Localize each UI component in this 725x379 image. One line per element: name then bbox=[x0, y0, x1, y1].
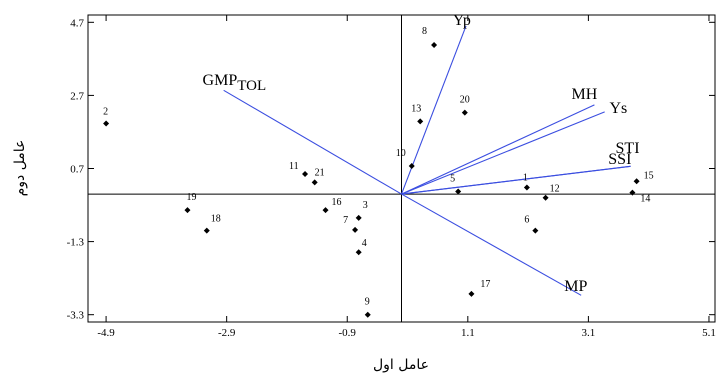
vector-label: MH bbox=[572, 86, 598, 103]
point-label: 20 bbox=[460, 95, 470, 106]
vector-label: Yp bbox=[453, 12, 471, 29]
point-label: 6 bbox=[524, 215, 529, 226]
data-point bbox=[408, 162, 415, 169]
y-axis-title: عامل دوم bbox=[12, 140, 28, 197]
vector-label-text: GMP bbox=[203, 72, 238, 89]
point-label: 3 bbox=[363, 200, 368, 211]
vector-line bbox=[401, 104, 595, 195]
data-point bbox=[355, 249, 362, 256]
data-point bbox=[633, 178, 640, 185]
data-point bbox=[468, 290, 475, 297]
point-label: 14 bbox=[640, 194, 650, 205]
vector-label: STI bbox=[616, 140, 640, 157]
point-label: 9 bbox=[365, 297, 370, 308]
x-tick-label: -4.9 bbox=[97, 327, 115, 339]
data-point bbox=[364, 311, 371, 318]
data-point bbox=[431, 41, 438, 48]
vector-label-text: Ys bbox=[609, 100, 627, 117]
vector-label: MP bbox=[564, 278, 587, 295]
data-point bbox=[455, 188, 462, 195]
origin-axes bbox=[88, 15, 715, 322]
data-point bbox=[523, 184, 530, 191]
point-label: 2 bbox=[103, 107, 108, 118]
vector-label: SSI bbox=[608, 151, 631, 168]
data-point bbox=[532, 227, 539, 234]
y-tick-label: 4.7 bbox=[70, 17, 84, 29]
vector-label: Ys bbox=[609, 100, 627, 117]
vector-label-text: MH bbox=[572, 86, 598, 103]
point-label: 13 bbox=[411, 103, 421, 114]
x-tick-label: 5.1 bbox=[702, 327, 716, 339]
data-point bbox=[461, 109, 468, 116]
vector-label: GMPTOL bbox=[203, 72, 267, 94]
point-label: 12 bbox=[550, 184, 560, 195]
point-label: 18 bbox=[211, 214, 221, 225]
vector-label-text: MP bbox=[564, 278, 587, 295]
y-tick-label: -1.3 bbox=[67, 237, 85, 249]
y-tick-label: -3.3 bbox=[67, 310, 85, 322]
point-label: 19 bbox=[186, 192, 196, 203]
point-label: 8 bbox=[422, 26, 427, 37]
vector-label-text: SSI bbox=[608, 151, 631, 168]
vector-line bbox=[401, 165, 631, 195]
data-point bbox=[322, 207, 329, 214]
data-point bbox=[103, 120, 110, 127]
point-label: 11 bbox=[289, 161, 299, 172]
point-label: 7 bbox=[343, 215, 348, 226]
point-label: 10 bbox=[396, 148, 406, 159]
vector-line bbox=[401, 111, 605, 195]
point-label: 1 bbox=[523, 173, 528, 184]
vector-label-subscript: TOL bbox=[237, 78, 266, 94]
y-tick-label: 2.7 bbox=[70, 90, 84, 102]
point-label: 4 bbox=[362, 238, 367, 249]
axis-ticks: -4.9 -2.9 -0.9 1.1 3.1 5.1 4.7 2.7 0.7 -1.3 -3.3 bbox=[67, 15, 716, 339]
data-point bbox=[184, 207, 191, 214]
point-label: 17 bbox=[480, 279, 490, 290]
data-point bbox=[352, 226, 359, 233]
x-tick-label: 1.1 bbox=[461, 327, 475, 339]
vector-label-text: STI bbox=[616, 140, 640, 157]
x-axis-title: عامل اول bbox=[373, 357, 429, 373]
x-tick-label: -2.9 bbox=[218, 327, 236, 339]
vector-line bbox=[223, 89, 402, 195]
vector-line bbox=[401, 193, 582, 296]
data-point bbox=[355, 214, 362, 221]
y-tick-label: 0.7 bbox=[70, 164, 84, 176]
data-point bbox=[311, 179, 318, 186]
data-point bbox=[629, 189, 636, 196]
point-label: 21 bbox=[315, 167, 325, 178]
x-tick-label: 3.1 bbox=[582, 327, 596, 339]
data-point bbox=[542, 194, 549, 201]
data-point bbox=[302, 170, 309, 177]
data-point bbox=[203, 227, 210, 234]
point-label: 5 bbox=[450, 174, 455, 185]
vector-label-text: Yp bbox=[453, 12, 471, 29]
x-tick-label: -0.9 bbox=[339, 327, 357, 339]
data-point bbox=[417, 118, 424, 125]
point-label: 16 bbox=[332, 197, 342, 208]
point-label: 15 bbox=[644, 170, 654, 181]
